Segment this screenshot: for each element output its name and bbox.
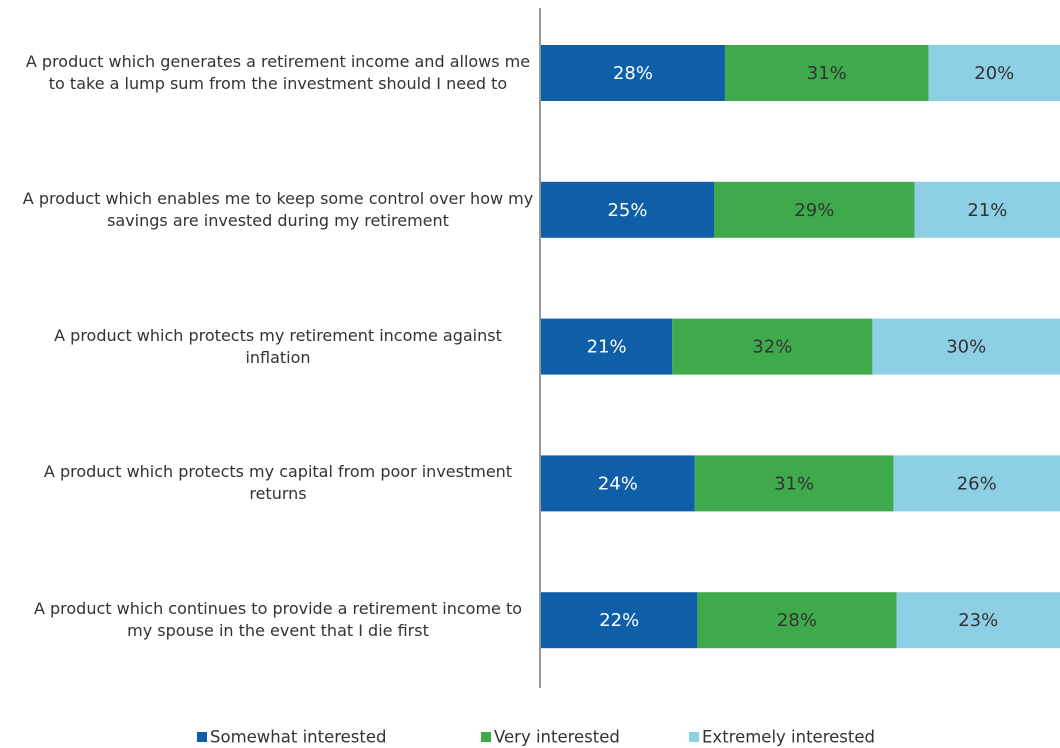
bar-segment: [872, 318, 1060, 375]
legend-swatch: [481, 732, 491, 742]
category-label: A product which continues to provide a r…: [33, 599, 523, 641]
data-label: 29%: [794, 200, 834, 221]
category-label: A product which protects my retirement i…: [54, 325, 502, 367]
data-label: 30%: [946, 337, 986, 358]
data-label: 22%: [599, 610, 639, 631]
legend-label: Extremely interested: [702, 728, 875, 747]
bar-segment: [541, 45, 725, 101]
category-label: A product which protects my capital from…: [43, 462, 513, 504]
legend-swatch: [197, 732, 207, 742]
data-label: 31%: [774, 473, 814, 494]
data-label: 24%: [598, 473, 638, 494]
bar-segment: [928, 45, 1060, 101]
bar-segment: [914, 181, 1060, 238]
category-label: A product which enables me to keep some …: [22, 188, 534, 230]
bar-segment: [697, 592, 897, 649]
bar-segment: [724, 45, 929, 101]
legend-label: Somewhat interested: [210, 728, 387, 747]
bar-segment: [541, 592, 698, 649]
data-label: 28%: [613, 63, 653, 84]
bar-segment: [672, 318, 873, 375]
legend-swatch: [689, 732, 699, 742]
data-label: 32%: [752, 337, 792, 358]
bar-segment: [714, 181, 915, 238]
legend-label: Very interested: [494, 728, 620, 747]
data-label: 31%: [807, 63, 847, 84]
bar-segment: [694, 455, 894, 512]
data-label: 26%: [957, 473, 997, 494]
data-label: 28%: [777, 610, 817, 631]
data-label: 25%: [607, 200, 647, 221]
bar-segment: [896, 592, 1060, 649]
data-label: 23%: [958, 610, 998, 631]
bar-segment: [541, 318, 673, 375]
data-label: 20%: [974, 63, 1014, 84]
bar-segment: [893, 455, 1060, 512]
bar-segment: [541, 181, 714, 238]
category-label: A product which generates a retirement i…: [25, 52, 531, 93]
bar-segment: [541, 455, 695, 512]
data-label: 21%: [967, 200, 1007, 221]
data-label: 21%: [587, 337, 627, 358]
